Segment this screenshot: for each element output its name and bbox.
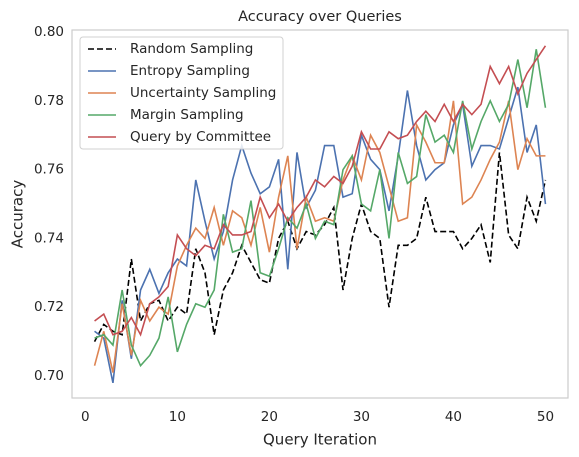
x-tick-label: 20 xyxy=(261,409,278,425)
series-line xyxy=(94,86,547,384)
y-tick-label: 0.70 xyxy=(34,368,64,384)
legend-label: Uncertainty Sampling xyxy=(130,85,276,101)
x-tick-label: 50 xyxy=(537,409,554,425)
y-axis-label: Accuracy xyxy=(9,180,27,249)
series-line xyxy=(94,45,547,337)
y-tick-label: 0.74 xyxy=(34,230,64,246)
x-tick-label: 10 xyxy=(169,409,186,425)
legend-box xyxy=(79,36,284,150)
x-tick-label: 0 xyxy=(81,409,90,425)
legend-label: Random Sampling xyxy=(130,41,253,57)
chart-title: Accuracy over Queries xyxy=(238,9,402,25)
y-tick-label: 0.76 xyxy=(34,162,64,178)
legend-label: Entropy Sampling xyxy=(130,63,250,79)
x-axis-label: Query Iteration xyxy=(263,431,377,449)
y-tick-label: 0.78 xyxy=(34,93,64,109)
y-tick-label: 0.80 xyxy=(34,24,64,40)
x-tick-label: 30 xyxy=(353,409,370,425)
x-tick-label: 40 xyxy=(445,409,462,425)
legend-label: Query by Committee xyxy=(130,129,271,145)
y-tick-label: 0.72 xyxy=(34,299,64,315)
legend-label: Margin Sampling xyxy=(130,107,244,123)
series-line xyxy=(94,49,547,368)
